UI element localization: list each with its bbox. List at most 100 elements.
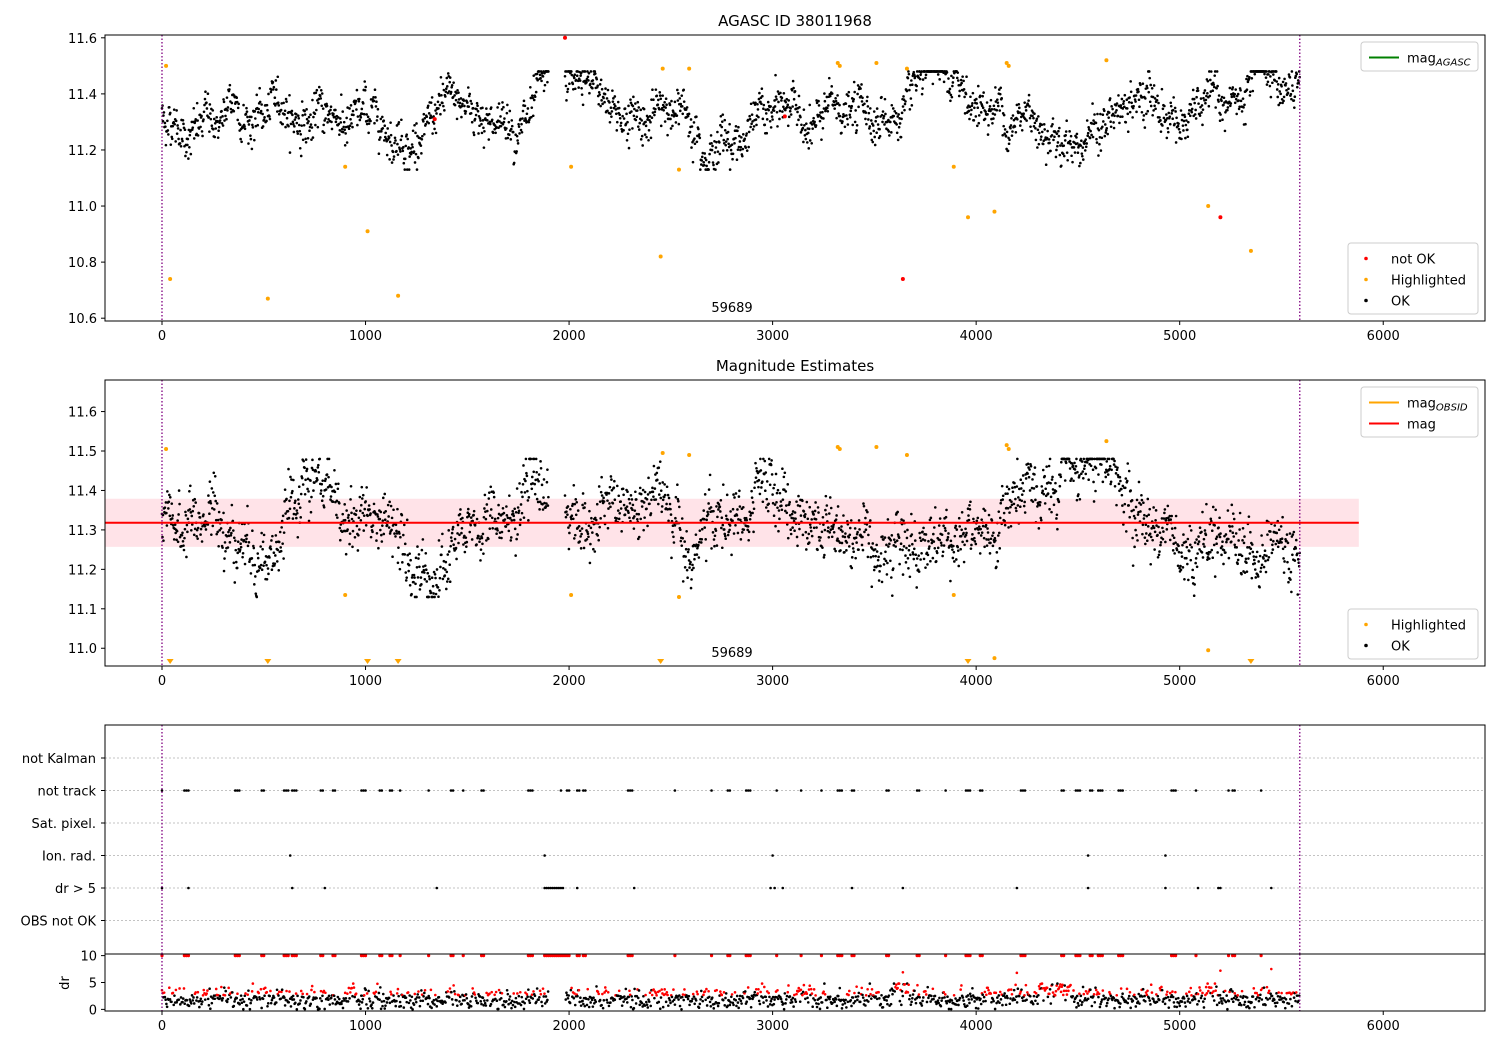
ok-point	[851, 99, 855, 103]
ok-point	[1222, 103, 1225, 107]
ok-point	[412, 150, 416, 153]
ok-point	[1081, 158, 1085, 161]
ok-point	[662, 109, 665, 112]
ok-point	[730, 143, 734, 146]
ok-point	[967, 518, 971, 522]
ok-point	[1121, 107, 1125, 110]
ok-point	[663, 493, 667, 497]
ok-point	[970, 543, 973, 547]
ok-point	[937, 524, 941, 527]
ok-point	[1130, 509, 1133, 513]
ok-point	[981, 94, 984, 98]
ok-point	[1039, 135, 1043, 138]
ok-point	[487, 138, 491, 141]
ok-point	[1191, 568, 1195, 572]
ok-point	[869, 519, 872, 522]
ok-point	[809, 526, 813, 529]
ok-point	[1292, 99, 1296, 102]
ok-point	[277, 112, 281, 116]
ok-point	[289, 495, 293, 499]
ok-point	[597, 91, 601, 94]
ok-point	[744, 134, 748, 137]
ok-point	[496, 529, 499, 532]
ok-point	[396, 142, 399, 146]
ok-point	[1231, 512, 1235, 515]
ok-point	[1019, 478, 1023, 482]
ok-point	[704, 538, 707, 541]
ok-point	[236, 551, 240, 555]
ok-point	[1055, 132, 1059, 136]
ok-point	[932, 532, 935, 536]
ok-point	[944, 515, 948, 519]
dr-flagged-point	[220, 985, 223, 989]
ok-point	[1177, 550, 1181, 554]
ok-point	[193, 497, 197, 501]
ok-point	[612, 97, 615, 100]
ok-point	[617, 494, 621, 498]
y-tick-label: 11.6	[68, 32, 97, 47]
ok-point	[909, 97, 913, 100]
ok-point	[1088, 136, 1092, 140]
ok-point	[737, 125, 740, 129]
ok-point	[921, 87, 924, 90]
ok-point	[221, 124, 225, 127]
ok-point	[437, 539, 441, 542]
ok-point	[964, 533, 968, 537]
ok-point	[1039, 516, 1043, 520]
ok-point	[1019, 120, 1023, 123]
ok-point	[632, 95, 635, 99]
ok-point	[1083, 464, 1087, 468]
legend-marker-swatch	[1364, 256, 1368, 261]
ok-point	[1003, 128, 1007, 131]
ok-point	[174, 140, 177, 143]
ok-point	[1047, 464, 1051, 468]
ok-point	[219, 527, 223, 530]
ok-point	[388, 532, 392, 535]
ok-point	[523, 104, 527, 108]
highlighted-point	[168, 276, 173, 281]
ok-point	[667, 519, 670, 523]
ok-point	[1063, 139, 1067, 142]
ok-point	[639, 138, 643, 141]
ok-point	[980, 518, 983, 521]
ok-point	[969, 113, 973, 116]
ok-point	[519, 518, 522, 521]
ok-point	[878, 127, 881, 131]
ok-point	[385, 139, 388, 143]
ok-point	[839, 549, 842, 552]
ok-point	[251, 529, 254, 533]
ok-point	[426, 104, 430, 108]
ok-point	[1127, 100, 1131, 104]
ok-point	[1242, 106, 1245, 109]
highlighted-point	[164, 63, 169, 68]
ok-point	[1208, 557, 1211, 560]
ok-point	[1050, 510, 1053, 514]
ok-point	[1266, 80, 1270, 84]
ok-point	[572, 517, 575, 521]
ok-point	[265, 119, 268, 123]
ok-point	[1269, 95, 1273, 99]
ok-point	[922, 526, 925, 530]
ok-point	[1142, 517, 1146, 520]
ok-point	[888, 542, 891, 546]
off-scale-marker	[394, 659, 402, 664]
ok-point	[608, 101, 611, 104]
ok-point	[921, 78, 925, 81]
ok-point	[787, 99, 791, 102]
ok-point	[1211, 89, 1215, 93]
ok-point	[307, 519, 311, 523]
ok-point	[365, 486, 368, 489]
ok-point	[639, 492, 643, 496]
ok-point	[608, 120, 612, 124]
ok-point	[665, 485, 669, 489]
ok-point	[462, 99, 466, 102]
ok-point	[1212, 83, 1216, 86]
ok-point	[576, 70, 580, 73]
ok-point	[1286, 560, 1289, 564]
ok-point	[466, 101, 469, 104]
ok-point	[880, 113, 884, 117]
ok-point	[343, 503, 346, 506]
ok-point	[986, 133, 990, 136]
ok-point	[316, 466, 320, 469]
ok-point	[1087, 125, 1090, 129]
